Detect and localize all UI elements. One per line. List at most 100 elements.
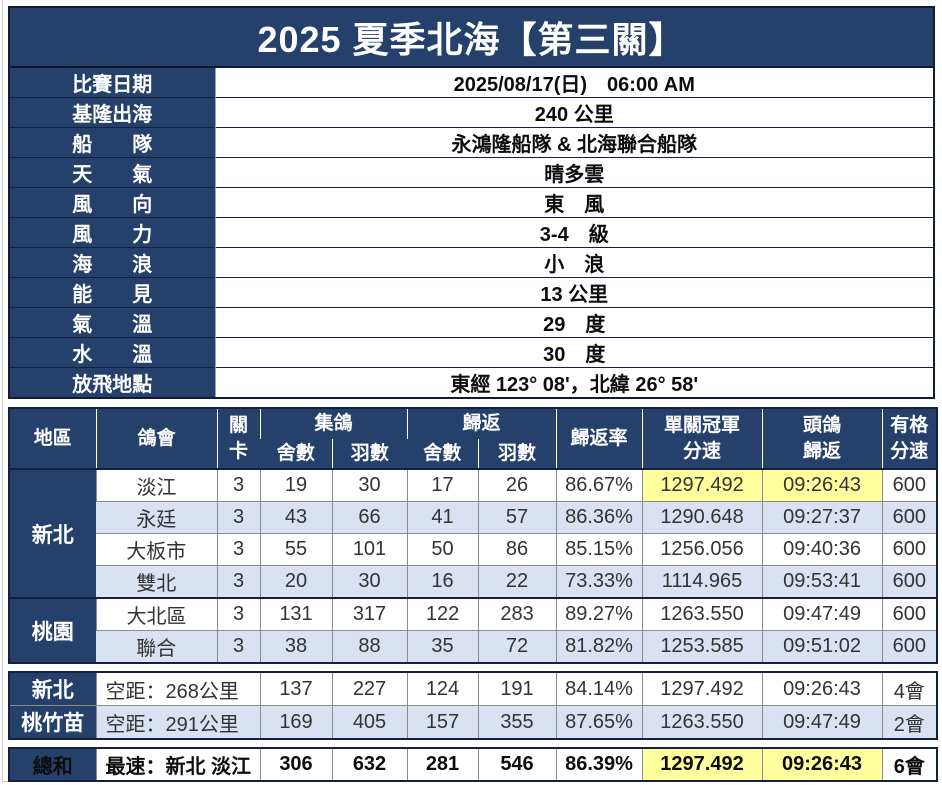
collected-lofts-cell: 55 [259,533,332,566]
col-header-returned-lofts: 舍數 [407,438,479,470]
col-header-qualified-speed: 有格 分速 [881,408,938,470]
info-label-air-temp: 氣 溫 [10,307,216,338]
region-cell-taoyuan: 桃園 [9,597,96,664]
collected-lofts-cell: 43 [259,501,332,534]
info-row: 風 向 東 風 [10,187,933,218]
return-rate-cell: 87.65% [555,705,642,740]
return-rate-cell: 86.67% [555,468,643,502]
info-value-wind-direction: 東 風 [214,187,933,218]
stage-cell: 3 [216,597,260,631]
returned-lofts-cell: 157 [406,705,478,740]
champion-speed-cell: 1114.965 [641,565,763,599]
results-header: 地區 鴿會 關 卡 集鴿 歸返 歸返率 單關冠軍 分速 頭鴿 歸返 有格 分速 … [9,408,938,470]
return-rate-cell: 89.27% [555,597,643,631]
first-return-cell: 09:26:43 [761,748,882,782]
qualified-speed-cell: 600 [881,468,938,502]
info-label-wind-force: 風 力 [10,217,216,248]
club-count-cell: 6會 [881,748,937,782]
info-row: 水 溫 30 度 [10,337,933,368]
info-label-waves: 海 浪 [10,247,216,278]
info-label-wind-direction: 風 向 [10,187,216,218]
return-rate-cell: 85.15% [555,533,643,566]
info-label-race-date: 比賽日期 [10,68,216,98]
col-header-first-return: 頭鴿 歸返 [761,408,883,470]
first-return-cell: 09:26:43 [761,468,883,502]
qualified-speed-cell: 600 [881,533,938,566]
col-header-returned: 歸返 [406,408,557,439]
return-rate-cell: 73.33% [555,565,643,599]
returned-lofts-cell: 17 [406,468,479,502]
returned-birds-cell: 86 [477,533,557,566]
returned-lofts-cell: 35 [406,630,479,664]
info-label-fleet: 船 隊 [10,127,216,158]
club-cell: 大北區 [95,597,217,631]
club-count-cell: 2會 [881,705,937,740]
col-header-return-rate: 歸返率 [555,408,643,470]
info-row: 海 浪 小 浪 [10,247,933,278]
info-value-distance-out: 240 公里 [214,97,933,128]
region-cell-total: 總和 [9,748,96,782]
first-return-cell: 09:53:41 [761,565,883,599]
info-row: 氣 溫 29 度 [10,307,933,338]
info-label-weather: 天 氣 [10,157,216,188]
total-row: 總和 最速：新北 淡江 306 632 281 546 86.39% 1297.… [9,748,937,782]
club-cell: 雙北 [96,565,217,599]
region-cell-taozhumiao-summary: 桃竹苗 [9,705,96,740]
title-banner: 2025 夏季北海【第三關】 [10,8,933,68]
collected-birds-cell: 30 [331,565,408,599]
info-label-water-temp: 水 溫 [10,337,216,368]
info-row: 基隆出海 240 公里 [10,97,933,128]
first-return-cell: 09:40:36 [761,533,883,566]
returned-birds-cell: 26 [477,468,557,502]
returned-lofts-cell: 16 [406,565,479,599]
collected-birds-cell: 405 [331,705,407,740]
info-value-visibility: 13 公里 [214,277,933,308]
collected-birds-cell: 101 [331,533,408,566]
fastest-club-cell: 最速：新北 淡江 [95,748,260,782]
qualified-speed-cell: 600 [881,565,938,599]
collected-birds-cell: 66 [331,501,408,534]
summary-row-taozhumiao: 桃竹苗 空距：291公里 169 405 157 355 87.65% 1263… [9,705,937,740]
summary-row-xinbei: 新北 空距：268公里 137 227 124 191 84.14% 1297.… [9,672,937,706]
club-row-yongting: 永廷 3 43 66 41 57 86.36% 1290.648 09:27:3… [9,501,938,534]
return-rate-cell: 86.36% [555,501,643,534]
stage-cell: 3 [216,630,260,664]
club-cell: 大板市 [96,533,217,566]
info-value-waves: 小 浪 [214,247,933,278]
col-header-collected-birds: 羽數 [331,438,408,470]
info-row: 船 隊 永鴻隆船隊 & 北海聯合船隊 [10,127,933,158]
info-row: 放飛地點 東經 123° 08'，北緯 26° 58' [10,367,933,397]
returned-lofts-cell: 122 [406,597,479,631]
col-header-stage: 關 卡 [216,408,260,470]
club-count-cell: 4會 [881,672,937,706]
first-return-cell: 09:26:43 [761,672,882,706]
returned-lofts-cell: 124 [406,672,478,706]
returned-birds-cell: 72 [477,630,557,664]
club-row-danjiang: 新北 淡江 3 19 30 17 26 86.67% 1297.492 09:2… [9,468,938,599]
collected-birds-cell: 227 [331,672,407,706]
returned-lofts-cell: 281 [406,748,478,782]
region-cell-xinbei-summary: 新北 [9,672,96,706]
collected-lofts-cell: 20 [259,565,332,599]
collected-birds-cell: 30 [331,468,408,502]
returned-lofts-cell: 50 [406,533,479,566]
info-row: 天 氣 晴多雲 [10,157,933,188]
info-value-wind-force: 3-4 級 [214,217,933,248]
champion-speed-cell: 1263.550 [641,597,763,631]
qualified-speed-cell: 600 [881,630,938,664]
collected-lofts-cell: 306 [259,748,332,782]
stage-cell: 3 [216,565,260,599]
first-return-cell: 09:47:49 [761,705,882,740]
returned-birds-cell: 283 [477,597,557,631]
returned-lofts-cell: 41 [406,501,479,534]
sheet-edge-left [2,0,3,783]
results-table: 地區 鴿會 關 卡 集鴿 歸返 歸返率 單關冠軍 分速 頭鴿 歸返 有格 分速 … [8,407,939,665]
info-value-fleet: 永鴻隆船隊 & 北海聯合船隊 [214,127,933,158]
info-label-release-point: 放飛地點 [10,367,216,397]
info-row: 風 力 3-4 級 [10,217,933,248]
col-header-region: 地區 [9,408,96,470]
club-cell: 聯合 [96,630,217,664]
club-row-dabanshi: 大板市 3 55 101 50 86 85.15% 1256.056 09:40… [9,533,938,566]
champion-speed-cell: 1297.492 [641,748,762,782]
champion-speed-cell: 1297.492 [641,468,763,502]
